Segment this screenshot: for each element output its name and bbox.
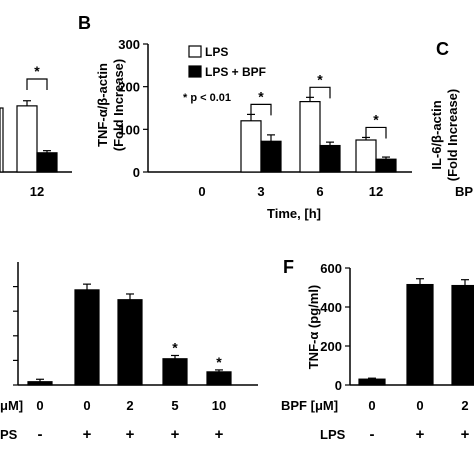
panel-a-bar-lps-bpf (36, 152, 58, 173)
panel-c-ylabel-2: (Fold Increase) (445, 89, 460, 181)
panel-f-bar (358, 378, 386, 386)
panel-e-bar (162, 358, 188, 386)
panel-e-row1-value: 2 (126, 398, 133, 413)
panel-f-row2-label: LPS (320, 427, 346, 442)
panel-b-xlabel: Time, [h] (267, 206, 321, 221)
panel-f-y-tick-label: 400 (320, 300, 342, 315)
panel-label-f: F (283, 257, 294, 277)
panel-f-row1-value: 0 (416, 398, 423, 413)
panel-b-bar-lps (240, 120, 262, 173)
panel-a-bracket-star: * (34, 63, 40, 79)
panel-f-row2-value: - (370, 426, 375, 443)
legend-swatch-lps (188, 45, 202, 58)
panel-b-bar-lps-bpf (260, 140, 282, 173)
legend-label-lps: LPS (205, 45, 228, 59)
panel-c-ylabel-1: IL-6/β-actin (429, 100, 444, 169)
panel-f-row2-value: + (416, 426, 425, 443)
panel-b-y-tick-label: 300 (118, 37, 140, 52)
panel-f-y-tick-label: 600 (320, 261, 342, 276)
panel-b-bracket (365, 126, 387, 139)
panel-c-bpf-label: BP (455, 184, 473, 199)
panel-e-bar (74, 289, 100, 386)
panel-b-y-tick-label: 0 (133, 165, 140, 180)
panel-e-row1-value: 5 (171, 398, 178, 413)
panel-b-bar-lps (355, 139, 377, 173)
panel-a-bar-partial (0, 107, 4, 173)
panel-e-row2-label: PS (0, 427, 18, 442)
panel-b-pvalue: * p < 0.01 (183, 92, 231, 104)
panel-b-bar-lps (299, 100, 321, 173)
panel-a-bar-lps (16, 105, 38, 173)
panel-f-y-tick-label: 0 (335, 378, 342, 393)
panel-e-row1-value: 0 (36, 398, 43, 413)
panel-b-bracket-star: * (373, 111, 379, 127)
panel-b-bracket-star: * (258, 88, 264, 104)
panel-e-bar (27, 381, 53, 386)
panel-b-x-tick-label: 6 (316, 184, 323, 199)
panel-e-row2-value: + (171, 426, 180, 443)
panel-f-bar (406, 283, 434, 386)
legend-label-lps-bpf: LPS + BPF (205, 65, 266, 79)
panel-f-bar (451, 284, 474, 386)
panel-b-bracket (250, 103, 272, 116)
panel-b-y-tick-label: 100 (118, 122, 140, 137)
panel-b-y-tick-label: 200 (118, 80, 140, 95)
panel-b-bracket (309, 86, 331, 99)
panel-b-x-tick-label: 0 (198, 184, 205, 199)
panel-b-bar-lps-bpf (375, 158, 397, 173)
panel-f-y-tick-label: 200 (320, 339, 342, 354)
panel-e-row2-value: + (126, 426, 135, 443)
panel-f-row1-value: 2 (461, 398, 468, 413)
panel-e-row2-value: + (83, 426, 92, 443)
panel-label-b: B (78, 13, 91, 33)
panel-b-ylabel-2: (Fold Increase) (111, 59, 126, 151)
panel-b-bracket-star: * (317, 71, 323, 87)
panel-a-x-tick-label: 12 (30, 184, 44, 199)
panel-b-ylabel-1: TNF-α/β-actin (95, 63, 110, 147)
panel-b-x-tick-label: 3 (257, 184, 264, 199)
panel-e-bar (117, 299, 143, 386)
panel-f-row2-value: + (461, 426, 470, 443)
panel-e-sig-star: * (172, 339, 178, 355)
panel-f-row1-label: BPF [μM] (281, 398, 338, 413)
panel-label-c: C (436, 39, 449, 59)
panel-e-row2-value: + (215, 426, 224, 443)
panel-b-x-tick-label: 12 (369, 184, 383, 199)
legend-swatch-lps-bpf (188, 65, 202, 78)
panel-e-row2-value: - (38, 426, 43, 443)
panel-a-bracket (26, 78, 48, 90)
panel-f-ylabel: TNF-α (pg/ml) (306, 285, 321, 370)
panel-e-sig-star: * (216, 354, 222, 370)
panel-e-row1-value: 0 (83, 398, 90, 413)
panel-e-bar (206, 371, 232, 386)
panel-f-row1-value: 0 (368, 398, 375, 413)
panel-e-row1-value: 10 (212, 398, 226, 413)
panel-b-bar-lps-bpf (319, 144, 341, 173)
panel-e-row1-label: μM] (0, 398, 23, 413)
